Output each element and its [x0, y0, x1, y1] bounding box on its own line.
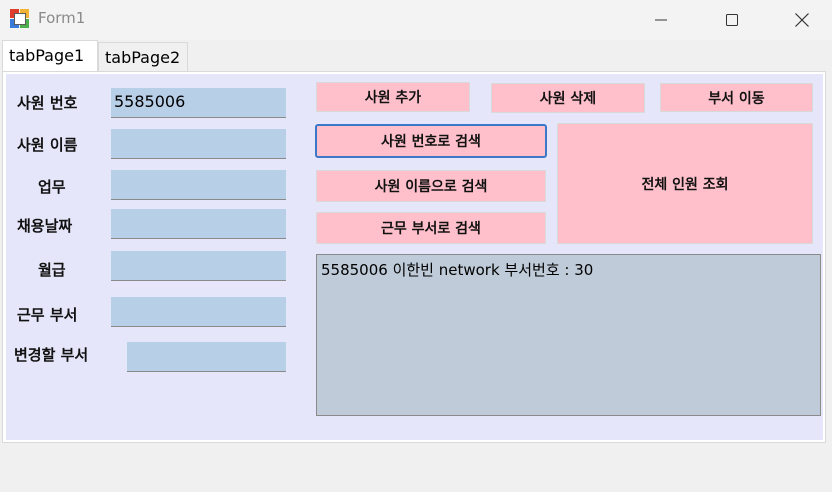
- search-by-name-button[interactable]: 사원 이름으로 검색: [316, 170, 546, 202]
- emp-no-label: 사원 번호: [17, 94, 78, 112]
- minimize-button[interactable]: [638, 0, 684, 40]
- new-dept-label: 변경할 부서: [14, 346, 89, 364]
- job-input[interactable]: [111, 170, 286, 200]
- new-dept-input[interactable]: [127, 342, 286, 372]
- winforms-app-icon: [10, 9, 30, 29]
- emp-name-input[interactable]: [111, 129, 286, 159]
- close-button[interactable]: [779, 0, 825, 40]
- tab-page1-content: 사원 번호 사원 이름 업무 채용날짜 월급 근무 부서 변경할 부서 5585…: [6, 74, 823, 440]
- salary-input[interactable]: [111, 251, 286, 281]
- window-footer: [0, 443, 832, 492]
- minimize-icon: [655, 19, 667, 21]
- search-by-number-button[interactable]: 사원 번호로 검색: [315, 124, 547, 158]
- search-by-department-button[interactable]: 근무 부서로 검색: [316, 212, 546, 244]
- results-list[interactable]: 5585006 이한빈 network 부서번호 : 30: [316, 254, 821, 416]
- delete-employee-button[interactable]: 사원 삭제: [491, 83, 645, 113]
- hire-date-label: 채용날짜: [17, 217, 73, 235]
- emp-no-input[interactable]: 5585006: [111, 88, 286, 118]
- view-all-button[interactable]: 전체 인원 조회: [557, 123, 813, 244]
- tab-page-container: 사원 번호 사원 이름 업무 채용날짜 월급 근무 부서 변경할 부서 5585…: [2, 71, 826, 443]
- title-bar[interactable]: Form1: [0, 0, 832, 40]
- add-employee-button[interactable]: 사원 추가: [316, 82, 470, 112]
- maximize-button[interactable]: [709, 0, 755, 40]
- job-label: 업무: [38, 178, 66, 196]
- tab-page2[interactable]: tabPage2: [98, 42, 188, 72]
- tab-page1[interactable]: tabPage1: [2, 40, 98, 72]
- maximize-icon: [726, 14, 738, 26]
- emp-name-label: 사원 이름: [17, 136, 78, 154]
- list-item[interactable]: 5585006 이한빈 network 부서번호 : 30: [321, 261, 594, 279]
- move-department-button[interactable]: 부서 이동: [660, 83, 813, 112]
- dept-label: 근무 부서: [17, 306, 78, 324]
- hire-date-input[interactable]: [111, 209, 286, 239]
- dept-input[interactable]: [111, 297, 286, 327]
- tab-strip: tabPage1 tabPage2: [0, 40, 832, 72]
- salary-label: 월급: [38, 261, 66, 279]
- close-icon: [795, 13, 809, 27]
- window-title: Form1: [38, 9, 86, 27]
